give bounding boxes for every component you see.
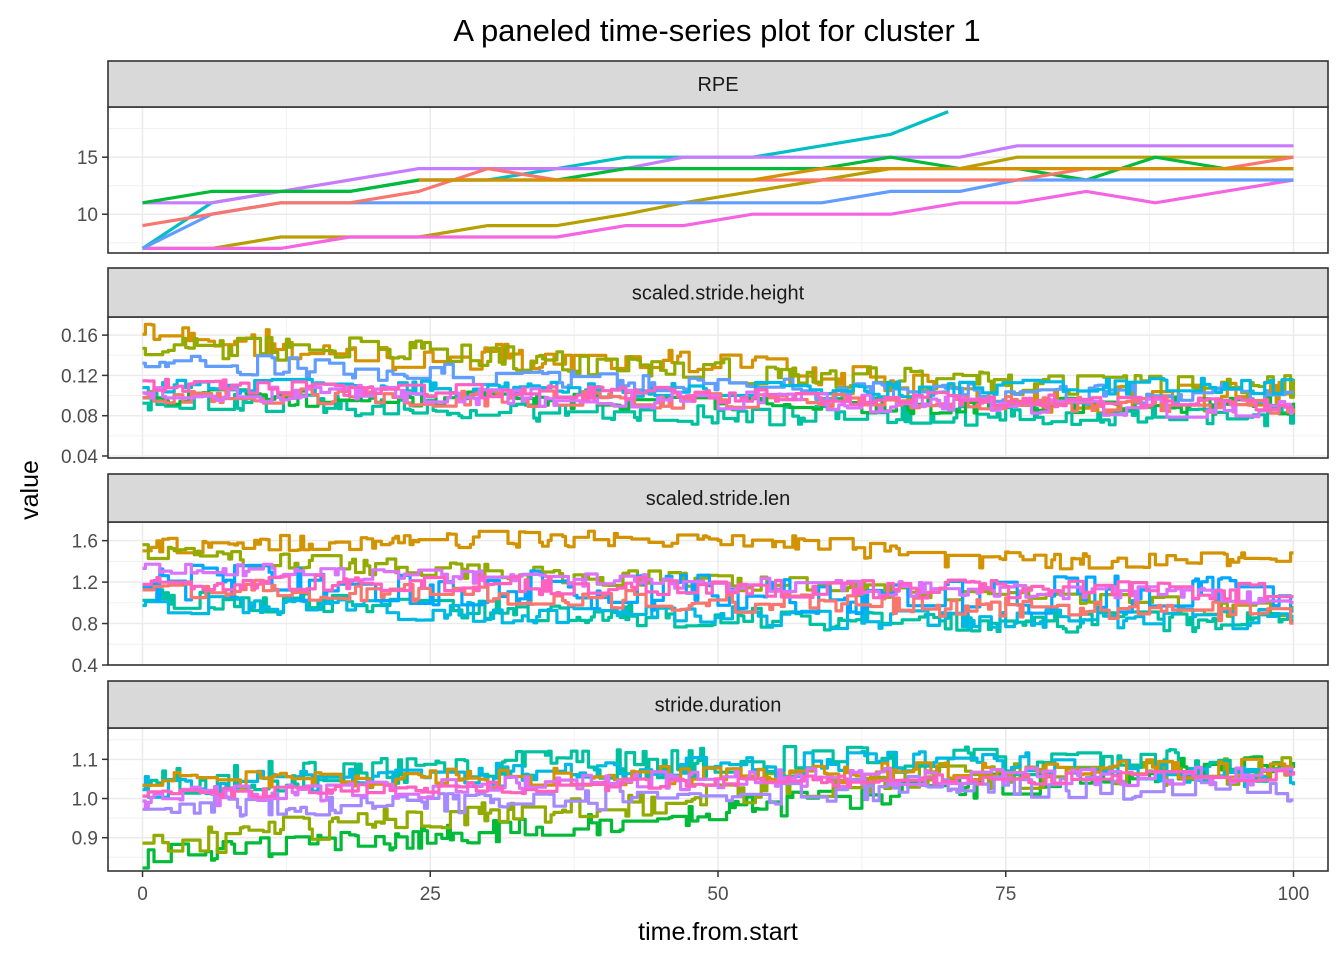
series-line	[142, 774, 1294, 818]
series-line	[142, 390, 1296, 428]
series-line	[418, 167, 1294, 182]
facet-strip-label: stride.duration	[655, 695, 782, 717]
facet-panel: scaled.stride.height 0.04 0.08 0.12 0.16	[61, 267, 1329, 468]
y-tick-label: 0.04	[61, 447, 98, 468]
series-line	[142, 144, 1294, 205]
y-tick-label: 1.6	[72, 532, 98, 553]
series-line	[142, 769, 1296, 799]
facet-panel: scaled.stride.len 0.4 0.8 1.2 1.6	[72, 473, 1329, 677]
series-line	[142, 377, 1294, 412]
x-tick-label: 25	[420, 884, 441, 905]
y-axis-title: value	[16, 460, 44, 520]
facet-panel: RPE 10 15	[77, 60, 1329, 254]
facet-strip	[107, 60, 1329, 108]
y-tick-label: 0.4	[72, 656, 99, 677]
facet-strip	[107, 680, 1329, 729]
y-tick-label: 0.12	[61, 366, 98, 387]
y-tick-label: 0.16	[61, 326, 98, 347]
facet-strip	[107, 473, 1329, 523]
facet-strip-label: scaled.stride.height	[632, 283, 805, 305]
y-tick-label: 10	[77, 205, 98, 226]
panel-series-group	[142, 322, 1296, 428]
x-axis-title: time.from.start	[638, 918, 798, 946]
series-line	[142, 354, 1294, 406]
facet-strip-label: scaled.stride.len	[646, 488, 791, 510]
facet-panel: stride.duration 0.9 1.0 1.1	[72, 680, 1329, 872]
series-line	[142, 178, 1294, 250]
y-tick-label: 15	[77, 148, 98, 169]
x-tick-label: 50	[707, 884, 728, 905]
y-tick-label: 1.0	[72, 790, 98, 811]
panel-series-group	[142, 529, 1294, 634]
x-tick-label: 0	[137, 884, 148, 905]
series-line	[142, 578, 1294, 625]
y-tick-label: 0.9	[72, 829, 98, 850]
x-tick-label: 75	[995, 884, 1016, 905]
facet-strip-label: RPE	[697, 74, 738, 96]
series-line	[142, 573, 1294, 603]
chart-title: A paneled time-series plot for cluster 1	[453, 13, 980, 48]
facet-panels: RPE 10 15 scaled.stride.height 0.04 0.08 0.12 0…	[61, 60, 1329, 872]
x-tick-label: 100	[1278, 884, 1310, 905]
y-tick-label: 0.08	[61, 407, 98, 428]
series-line	[142, 588, 1294, 634]
series-line	[142, 155, 1294, 250]
y-tick-label: 1.2	[72, 573, 98, 594]
x-axis: 0 25 50 75 100	[137, 871, 1309, 905]
y-tick-label: 1.1	[72, 750, 98, 771]
series-line	[142, 387, 1296, 415]
facet-strip	[107, 267, 1329, 318]
panel-series-group	[141, 110, 1294, 250]
y-tick-label: 0.8	[72, 615, 98, 636]
series-line	[142, 155, 1294, 205]
series-line	[142, 757, 1294, 790]
series-line	[142, 336, 1296, 399]
panel-series-group	[142, 745, 1296, 870]
series-line	[142, 529, 1294, 571]
